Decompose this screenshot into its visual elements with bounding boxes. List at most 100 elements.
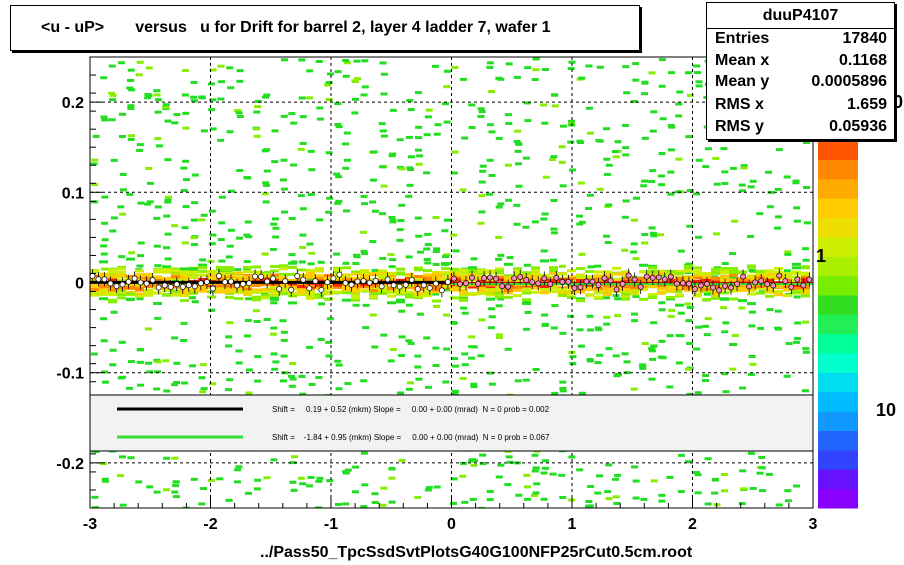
heatmap-cell [279,287,288,291]
heatmap-cell [614,297,622,301]
heatmap-cell [91,182,99,186]
profile-point [143,280,150,287]
heatmap-cell [801,272,810,276]
heatmap-cell [594,326,602,330]
heatmap-cell [432,286,441,290]
heatmap-cell [117,278,126,282]
heatmap-cell [396,298,405,302]
heatmap-cell [568,119,576,123]
heatmap-cell [198,289,207,293]
heatmap-cell [658,339,666,343]
heatmap-cell [513,283,522,287]
heatmap-cell [432,364,440,368]
heatmap-cell [802,320,810,324]
heatmap-cell [90,277,99,281]
heatmap-cell [675,286,684,290]
heatmap-cell [126,86,134,90]
stats-divider [707,28,894,29]
heatmap-cell [639,283,648,287]
heatmap-cell [792,281,801,285]
heatmap-cell [306,268,315,272]
heatmap-cell [218,80,226,84]
heatmap-cell [693,64,701,68]
heatmap-cell [181,69,189,73]
heatmap-cell [254,355,262,359]
heatmap-cell [164,119,172,123]
heatmap-cell [360,273,369,277]
heatmap-cell [398,335,406,339]
profile-point [107,280,114,287]
heatmap-cell [379,129,387,133]
heatmap-cell [677,490,685,494]
heatmap-cell [162,268,171,272]
heatmap-cell [658,499,666,503]
heatmap-cell [567,314,575,318]
heatmap-cell [317,302,325,306]
heatmap-cell [784,499,792,503]
heatmap-cell [729,269,738,273]
heatmap-cell [630,99,638,103]
heatmap-cell [189,267,198,271]
heatmap-cell [144,93,152,97]
heatmap-cell [308,382,316,386]
heatmap-cell [585,275,594,279]
stats-value: 0.1168 [838,52,887,69]
heatmap-cell [225,283,234,287]
heatmap-cell [101,238,109,242]
heatmap-cell [342,261,350,265]
heatmap-cell [315,268,324,272]
heatmap-cell [342,209,350,213]
heatmap-cell [126,284,135,288]
heatmap-cell [630,312,638,316]
heatmap-cell [432,262,440,266]
heatmap-cell [677,334,685,338]
heatmap-cell [783,285,792,289]
heatmap-cell [641,136,649,140]
heatmap-cell [578,220,586,224]
heatmap-cell [171,456,179,460]
heatmap-cell [443,218,451,222]
heatmap-cell [190,477,198,481]
heatmap-cell [306,272,315,276]
heatmap-cell [90,269,99,273]
heatmap-cell [216,477,224,481]
heatmap-cell [307,475,315,479]
heatmap-cell [360,194,368,198]
heatmap-cell [603,277,612,281]
heatmap-cell [729,278,738,282]
heatmap-cell [243,287,252,291]
profile-point [372,277,379,284]
heatmap-cell [497,202,505,206]
heatmap-cell [720,267,729,271]
heatmap-cell [486,288,495,292]
heatmap-cell [154,316,162,320]
heatmap-cell [549,278,558,282]
heatmap-cell [245,235,253,239]
profile-point [806,276,813,283]
profile-point [475,280,481,287]
heatmap-cell [288,301,297,305]
heatmap-cell [658,493,666,497]
heatmap-cell [594,274,603,278]
heatmap-cell [289,361,297,365]
heatmap-cell [614,372,622,376]
heatmap-cell [271,367,279,371]
heatmap-cell [127,68,135,72]
heatmap-cell [657,277,666,281]
heatmap-cell [533,482,541,486]
heatmap-cell [550,198,558,202]
heatmap-cell [226,66,234,70]
heatmap-cell [450,273,459,277]
heatmap-cell [514,379,522,383]
heatmap-cell [243,266,252,270]
heatmap-cell [378,288,387,292]
heatmap-cell [145,166,153,170]
heatmap-cell [200,129,208,133]
heatmap-cell [407,155,415,159]
heatmap-cell [387,290,396,294]
heatmap-cell [504,483,512,487]
heatmap-cell [171,293,180,297]
heatmap-cell [657,355,665,359]
heatmap-cell [506,256,514,260]
